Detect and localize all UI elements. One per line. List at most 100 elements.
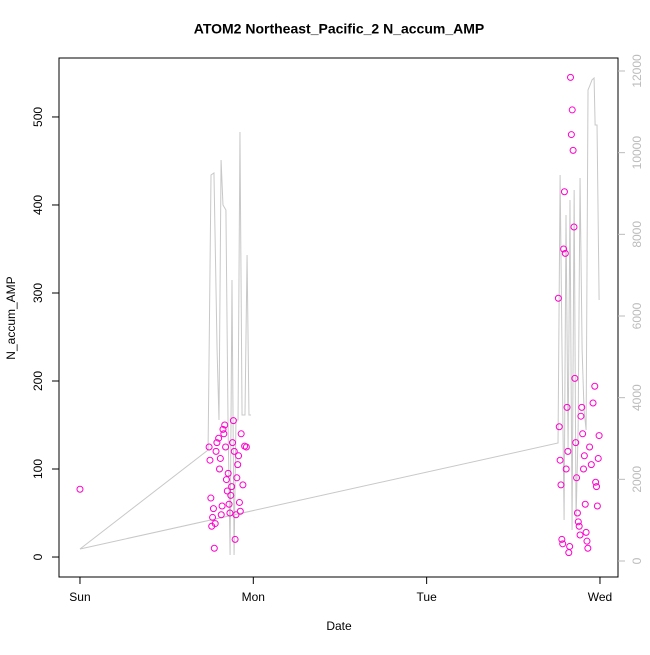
point bbox=[564, 447, 572, 455]
point bbox=[567, 73, 575, 81]
point bbox=[562, 465, 570, 473]
point bbox=[235, 498, 243, 506]
point bbox=[586, 443, 594, 451]
line bbox=[79, 131, 252, 555]
point bbox=[216, 454, 224, 462]
point bbox=[209, 513, 217, 521]
point bbox=[227, 491, 235, 499]
point bbox=[211, 520, 219, 528]
point bbox=[582, 528, 590, 536]
point bbox=[217, 511, 225, 519]
x-tick-label: Sun bbox=[69, 590, 90, 604]
point bbox=[229, 417, 237, 425]
point bbox=[566, 542, 574, 550]
point bbox=[593, 483, 601, 491]
point bbox=[560, 188, 568, 196]
point bbox=[567, 131, 575, 139]
y-tick-label: 200 bbox=[31, 371, 45, 391]
point bbox=[233, 474, 241, 482]
point bbox=[554, 294, 562, 302]
line bbox=[79, 76, 600, 550]
point bbox=[584, 544, 592, 552]
point bbox=[578, 403, 586, 411]
point bbox=[559, 540, 567, 548]
y2-tick-label: 2000 bbox=[630, 466, 644, 493]
point bbox=[209, 505, 217, 513]
point bbox=[571, 374, 579, 382]
point bbox=[556, 456, 564, 464]
point bbox=[589, 399, 597, 407]
point bbox=[560, 245, 568, 253]
point bbox=[228, 483, 236, 491]
point bbox=[207, 494, 215, 502]
point bbox=[225, 500, 233, 508]
point bbox=[577, 412, 585, 420]
point bbox=[561, 249, 569, 257]
point bbox=[580, 452, 588, 460]
plot-frame bbox=[58, 57, 619, 578]
point bbox=[583, 537, 591, 545]
y-tick-label: 100 bbox=[31, 459, 45, 479]
point bbox=[226, 509, 234, 517]
point bbox=[234, 461, 242, 469]
y-tick-label: 500 bbox=[31, 107, 45, 127]
point bbox=[594, 454, 602, 462]
point bbox=[581, 500, 589, 508]
point bbox=[224, 469, 232, 477]
point bbox=[215, 434, 223, 442]
point bbox=[570, 223, 578, 231]
point bbox=[239, 481, 247, 489]
point bbox=[574, 518, 582, 526]
point bbox=[213, 439, 221, 447]
y2-tick-label: 4000 bbox=[630, 384, 644, 411]
point bbox=[242, 443, 250, 451]
y-tick-label: 0 bbox=[31, 553, 45, 560]
point bbox=[237, 430, 245, 438]
point bbox=[218, 502, 226, 510]
point bbox=[210, 544, 218, 552]
y-tick-label: 300 bbox=[31, 283, 45, 303]
y2-tick-label: 8000 bbox=[630, 221, 644, 248]
y-axis-label: N_accum_AMP bbox=[4, 276, 18, 359]
point bbox=[231, 535, 239, 543]
point bbox=[573, 509, 581, 517]
point bbox=[595, 432, 603, 440]
point bbox=[230, 447, 238, 455]
point bbox=[76, 485, 84, 493]
point bbox=[232, 511, 240, 519]
y2-tick-label: 0 bbox=[630, 557, 644, 564]
point bbox=[593, 502, 601, 510]
point bbox=[580, 465, 588, 473]
point bbox=[569, 146, 577, 154]
point bbox=[222, 443, 230, 451]
x-tick-label: Mon bbox=[242, 590, 265, 604]
x-tick-label: Wed bbox=[588, 590, 612, 604]
point bbox=[573, 474, 581, 482]
point bbox=[221, 421, 229, 429]
point bbox=[206, 456, 214, 464]
x-axis-label: Date bbox=[326, 619, 352, 633]
point bbox=[591, 382, 599, 390]
point bbox=[592, 478, 600, 486]
point bbox=[235, 452, 243, 460]
y2-tick-label: 6000 bbox=[630, 302, 644, 329]
point bbox=[576, 531, 584, 539]
point bbox=[572, 439, 580, 447]
y2-tick-label: 10000 bbox=[630, 136, 644, 170]
point bbox=[587, 461, 595, 469]
point bbox=[205, 443, 213, 451]
point bbox=[575, 522, 583, 530]
point bbox=[563, 403, 571, 411]
point bbox=[220, 430, 228, 438]
point bbox=[222, 476, 230, 484]
point bbox=[236, 507, 244, 515]
point bbox=[558, 535, 566, 543]
point bbox=[212, 447, 220, 455]
y-tick-label: 400 bbox=[31, 195, 45, 215]
point bbox=[555, 423, 563, 431]
chart-title: ATOM2 Northeast_Pacific_2 N_accum_AMP bbox=[194, 21, 484, 37]
point bbox=[229, 439, 237, 447]
point bbox=[557, 481, 565, 489]
